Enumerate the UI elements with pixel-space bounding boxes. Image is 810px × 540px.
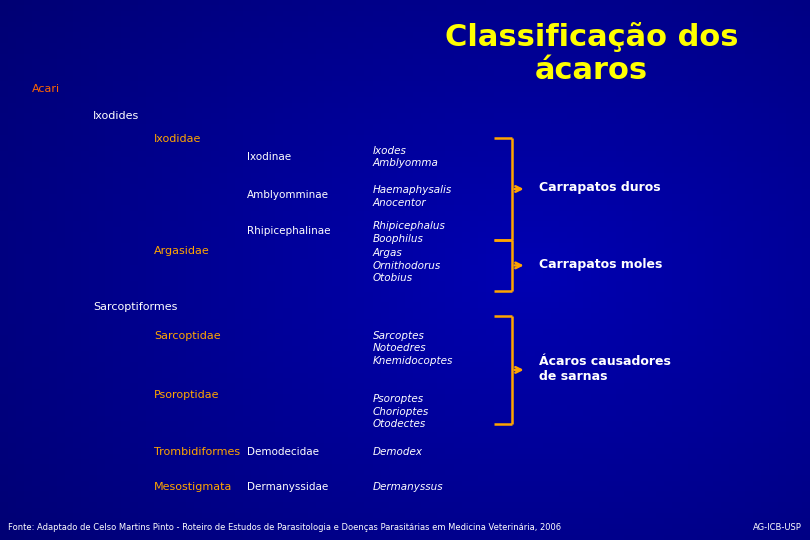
Text: Sarcoptiformes: Sarcoptiformes [93,302,177,313]
Text: AG-ICB-USP: AG-ICB-USP [753,523,802,532]
Text: Rhipicephalus
Boophilus: Rhipicephalus Boophilus [373,221,446,244]
Text: Sarcoptidae: Sarcoptidae [154,331,220,341]
Text: Psoroptidae: Psoroptidae [154,390,220,400]
Text: Ixodides: Ixodides [93,111,139,121]
Text: Sarcoptes
Notoedres
Knemidocoptes: Sarcoptes Notoedres Knemidocoptes [373,331,453,366]
Text: Argasidae: Argasidae [154,246,210,256]
Text: Ixodidae: Ixodidae [154,134,201,144]
Text: Rhipicephalinae: Rhipicephalinae [247,226,330,236]
Text: Amblyomminae: Amblyomminae [247,190,329,200]
Text: Ácaros causadores
de sarnas: Ácaros causadores de sarnas [539,355,671,383]
Text: Acari: Acari [32,84,61,94]
Text: Ixodinae: Ixodinae [247,152,291,163]
Text: Demodecidae: Demodecidae [247,447,319,457]
Text: Argas
Ornithodorus
Otobius: Argas Ornithodorus Otobius [373,248,441,283]
Text: Mesostigmata: Mesostigmata [154,482,232,492]
Text: Ixodes
Amblyomma: Ixodes Amblyomma [373,146,438,168]
Text: Trombidiformes: Trombidiformes [154,447,240,457]
Text: Dermanyssus: Dermanyssus [373,482,443,492]
Text: Carrapatos duros: Carrapatos duros [539,181,660,194]
Text: Demodex: Demodex [373,447,423,457]
Text: Fonte: Adaptado de Celso Martins Pinto - Roteiro de Estudos de Parasitologia e D: Fonte: Adaptado de Celso Martins Pinto -… [8,523,561,532]
Text: Carrapatos moles: Carrapatos moles [539,258,662,271]
Text: Haemaphysalis
Anocentor: Haemaphysalis Anocentor [373,185,452,207]
Text: Dermanyssidae: Dermanyssidae [247,482,328,492]
Text: Psoroptes
Chorioptes
Otodectes: Psoroptes Chorioptes Otodectes [373,394,428,429]
Text: Classificação dos
ácaros: Classificação dos ácaros [445,22,738,85]
